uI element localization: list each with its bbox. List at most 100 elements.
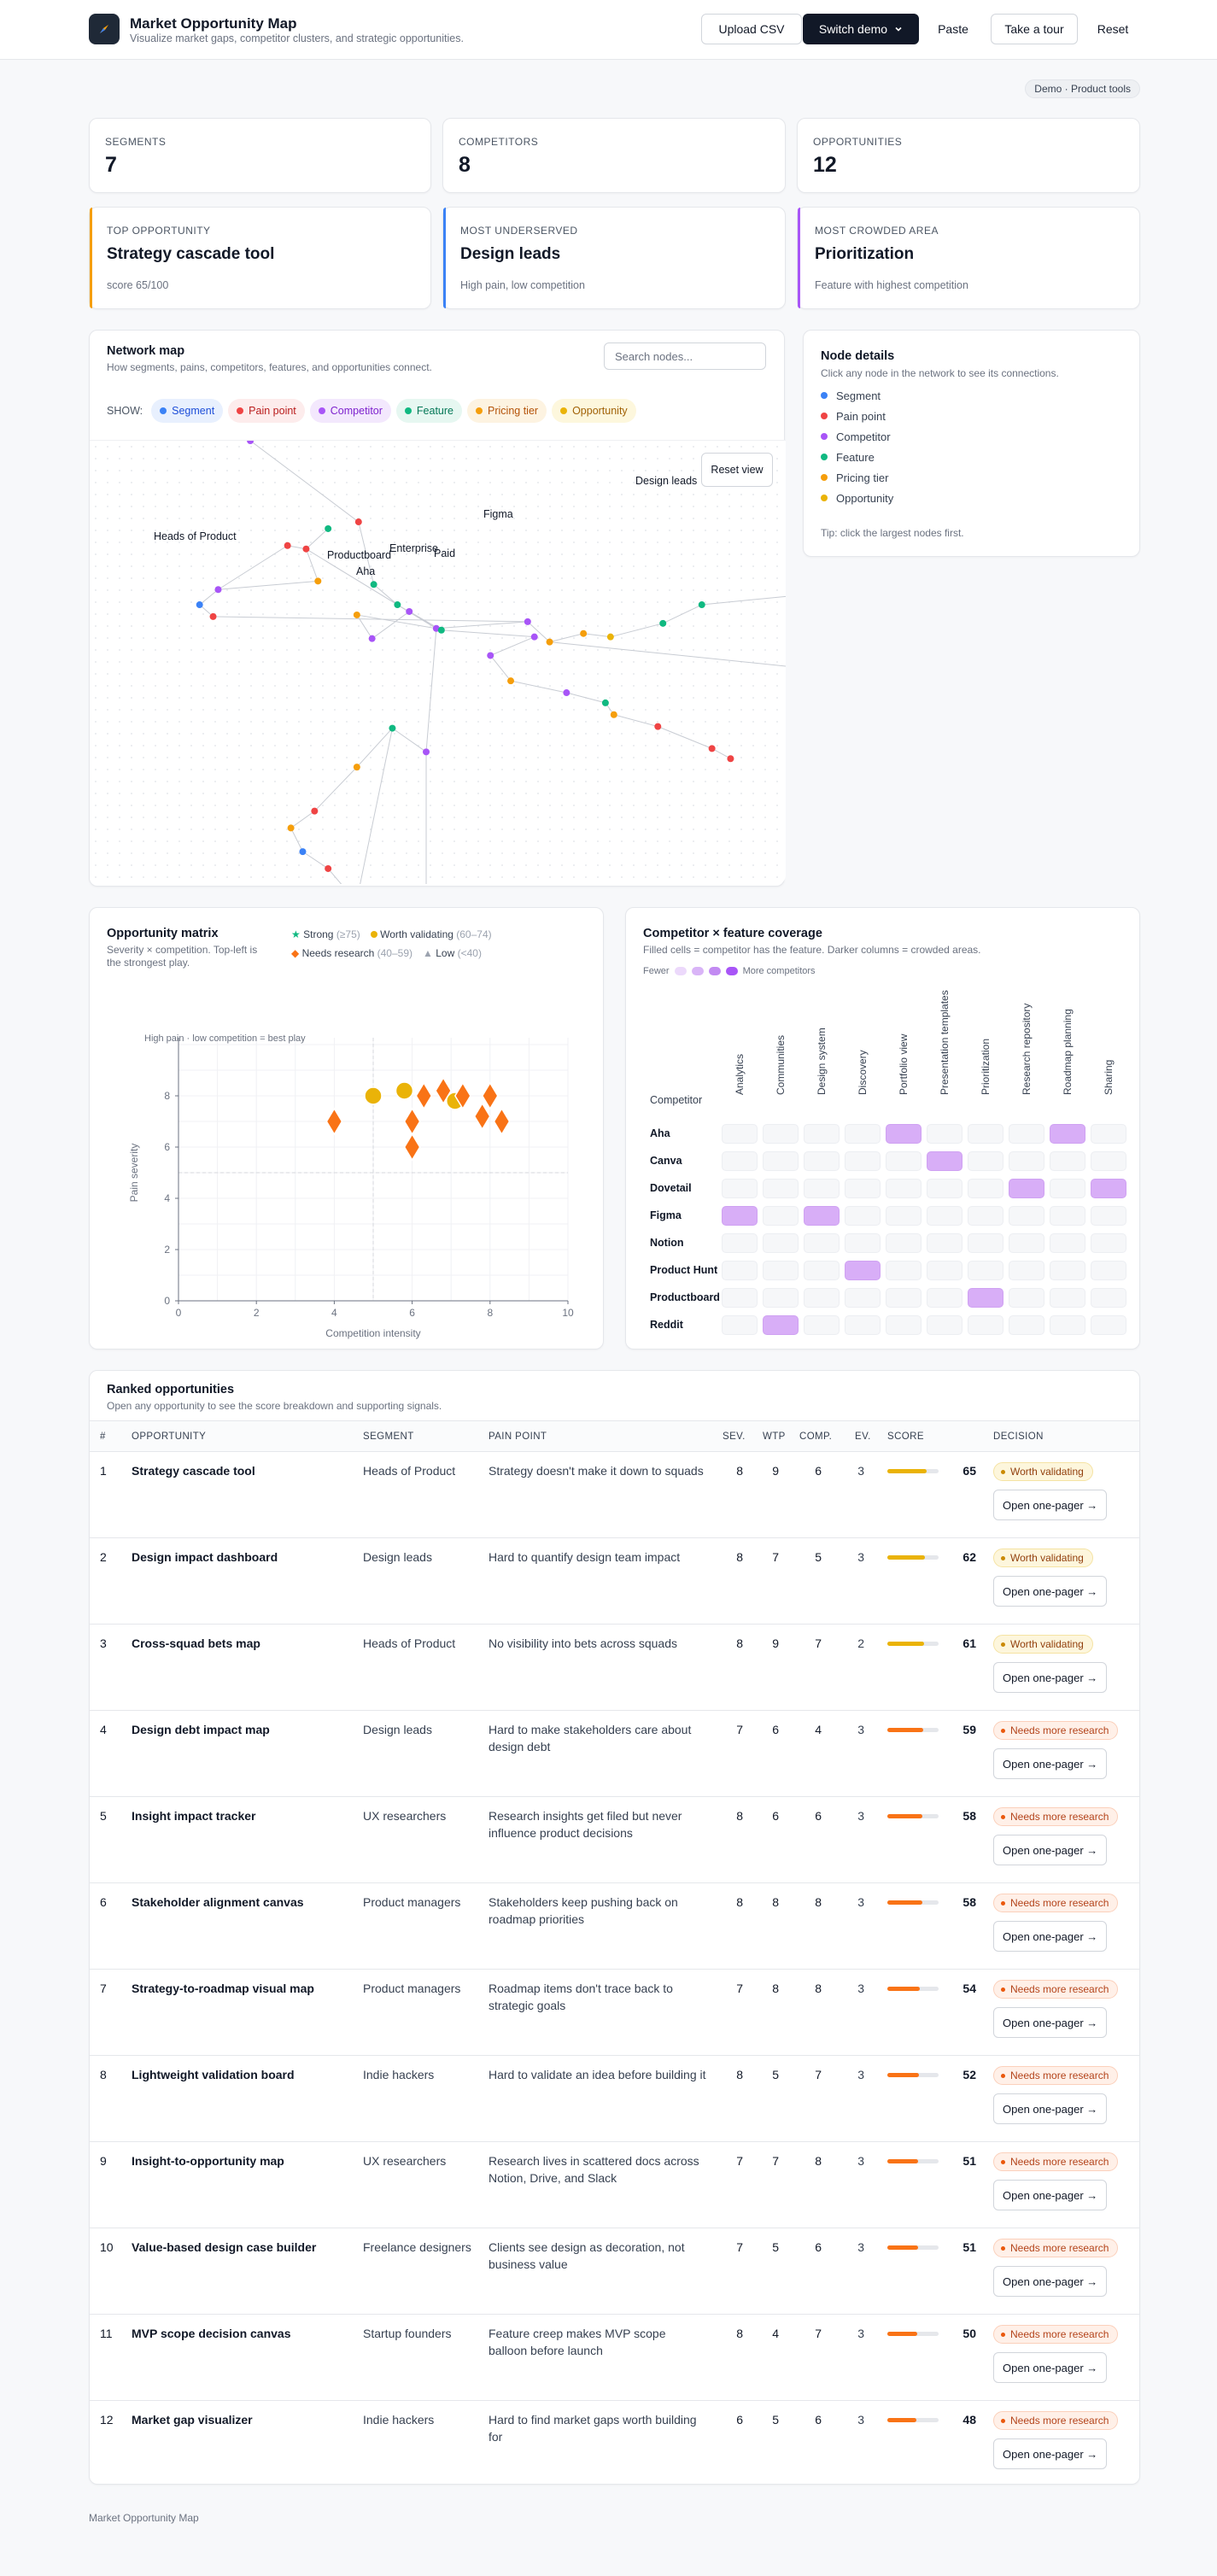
coverage-cell[interactable] <box>1009 1315 1044 1335</box>
coverage-cell[interactable] <box>886 1206 922 1226</box>
needs-research-point[interactable] <box>403 1133 421 1162</box>
worth-validating-point[interactable] <box>395 1081 414 1100</box>
coverage-cell[interactable] <box>845 1179 881 1198</box>
coverage-cell[interactable] <box>804 1151 840 1171</box>
coverage-cell[interactable] <box>1050 1315 1085 1335</box>
needs-research-point[interactable] <box>325 1107 343 1136</box>
coverage-cell[interactable] <box>804 1261 840 1280</box>
coverage-cell[interactable] <box>845 1206 881 1226</box>
pain-point-node[interactable] <box>284 542 291 549</box>
coverage-cell[interactable] <box>927 1233 962 1253</box>
segment-node[interactable] <box>196 601 203 609</box>
competitor-node[interactable] <box>406 607 413 615</box>
pricing-tier-node[interactable] <box>580 629 588 637</box>
coverage-cell[interactable] <box>845 1288 881 1308</box>
worth-validating-point[interactable] <box>364 1086 383 1105</box>
open-one-pager-button[interactable]: Open one-pager → <box>993 1576 1108 1607</box>
coverage-cell[interactable] <box>886 1261 922 1280</box>
pricing-tier-node[interactable] <box>287 824 295 832</box>
table-row[interactable]: 11 MVP scope decision canvas Startup found… <box>90 2314 1139 2400</box>
coverage-cell[interactable] <box>886 1233 922 1253</box>
competitor-node[interactable] <box>487 652 494 659</box>
needs-research-point[interactable] <box>435 1076 452 1105</box>
filter-chip-pain-point[interactable]: Pain point <box>228 399 305 423</box>
coverage-cell[interactable] <box>968 1233 1003 1253</box>
needs-research-point[interactable] <box>481 1081 499 1110</box>
coverage-cell[interactable] <box>804 1179 840 1198</box>
coverage-cell[interactable] <box>722 1288 758 1308</box>
open-one-pager-button[interactable]: Open one-pager → <box>993 2093 1108 2124</box>
pain-point-node[interactable] <box>311 807 319 815</box>
reset-button[interactable]: Reset <box>1097 22 1129 36</box>
table-row[interactable]: 6 Stakeholder alignment canvas Product man… <box>90 1882 1139 1969</box>
coverage-cell[interactable] <box>1050 1288 1085 1308</box>
coverage-cell[interactable] <box>1050 1151 1085 1171</box>
pain-point-node[interactable] <box>302 545 310 553</box>
pricing-tier-node[interactable] <box>314 577 322 585</box>
open-one-pager-button[interactable]: Open one-pager → <box>993 2180 1108 2210</box>
feature-node[interactable] <box>659 619 667 627</box>
open-one-pager-button[interactable]: Open one-pager → <box>993 1921 1108 1952</box>
coverage-cell[interactable] <box>968 1151 1003 1171</box>
coverage-cell[interactable] <box>1009 1288 1044 1308</box>
coverage-cell[interactable] <box>1050 1206 1085 1226</box>
filter-chip-feature[interactable]: Feature <box>395 399 463 423</box>
coverage-cell[interactable] <box>1091 1179 1126 1198</box>
coverage-cell[interactable] <box>1009 1261 1044 1280</box>
competitor-node[interactable] <box>530 633 538 641</box>
coverage-cell[interactable] <box>845 1124 881 1144</box>
feature-node[interactable] <box>370 581 377 588</box>
coverage-cell[interactable] <box>968 1179 1003 1198</box>
open-one-pager-button[interactable]: Open one-pager → <box>993 1490 1108 1520</box>
competitor-node[interactable] <box>247 441 255 444</box>
pricing-tier-node[interactable] <box>610 711 617 718</box>
needs-research-point[interactable] <box>415 1081 433 1110</box>
competitor-node[interactable] <box>368 635 376 642</box>
coverage-cell[interactable] <box>1050 1124 1085 1144</box>
network-canvas[interactable]: Design leads Heads of Product Figma Enterpr… <box>90 440 786 884</box>
feature-node[interactable] <box>394 601 401 609</box>
opportunity-node[interactable] <box>606 633 614 641</box>
coverage-cell[interactable] <box>804 1315 840 1335</box>
search-nodes-input[interactable] <box>604 342 766 370</box>
table-row[interactable]: 10 Value-based design case builder Freelan… <box>90 2228 1139 2314</box>
highlight-top-opportunity[interactable]: Top opportunity Strategy cascade tool sc… <box>89 207 431 309</box>
coverage-cell[interactable] <box>722 1315 758 1335</box>
needs-research-point[interactable] <box>493 1107 511 1136</box>
open-one-pager-button[interactable]: Open one-pager → <box>993 2266 1108 2297</box>
coverage-cell[interactable] <box>968 1206 1003 1226</box>
coverage-cell[interactable] <box>763 1206 799 1226</box>
needs-research-point[interactable] <box>473 1102 491 1131</box>
coverage-cell[interactable] <box>1009 1151 1044 1171</box>
competitor-node[interactable] <box>214 586 222 594</box>
filter-chip-pricing-tier[interactable]: Pricing tier <box>467 399 547 423</box>
competitor-node[interactable] <box>423 748 430 756</box>
open-one-pager-button[interactable]: Open one-pager → <box>993 1662 1108 1693</box>
coverage-cell[interactable] <box>886 1179 922 1198</box>
highlight-most-underserved[interactable]: Most underserved Design leads High pain,… <box>442 207 786 309</box>
table-row[interactable]: 4 Design debt impact map Design leads Hard … <box>90 1710 1139 1796</box>
coverage-cell[interactable] <box>763 1179 799 1198</box>
coverage-cell[interactable] <box>1091 1124 1126 1144</box>
coverage-cell[interactable] <box>886 1151 922 1171</box>
coverage-cell[interactable] <box>722 1206 758 1226</box>
coverage-cell[interactable] <box>763 1288 799 1308</box>
feature-node[interactable] <box>389 724 396 732</box>
coverage-cell[interactable] <box>968 1124 1003 1144</box>
coverage-cell[interactable] <box>763 1315 799 1335</box>
coverage-cell[interactable] <box>804 1288 840 1308</box>
switch-demo-button[interactable]: Switch demo <box>803 14 919 44</box>
table-row[interactable]: 3 Cross-squad bets map Heads of Product No … <box>90 1624 1139 1710</box>
coverage-cell[interactable] <box>927 1124 962 1144</box>
pain-point-node[interactable] <box>325 864 332 872</box>
coverage-cell[interactable] <box>763 1151 799 1171</box>
coverage-cell[interactable] <box>763 1233 799 1253</box>
coverage-cell[interactable] <box>845 1261 881 1280</box>
coverage-cell[interactable] <box>845 1233 881 1253</box>
coverage-cell[interactable] <box>886 1124 922 1144</box>
segment-node[interactable] <box>299 848 307 856</box>
needs-research-point[interactable] <box>454 1081 471 1110</box>
pain-point-node[interactable] <box>354 518 362 526</box>
coverage-cell[interactable] <box>886 1288 922 1308</box>
coverage-cell[interactable] <box>804 1206 840 1226</box>
